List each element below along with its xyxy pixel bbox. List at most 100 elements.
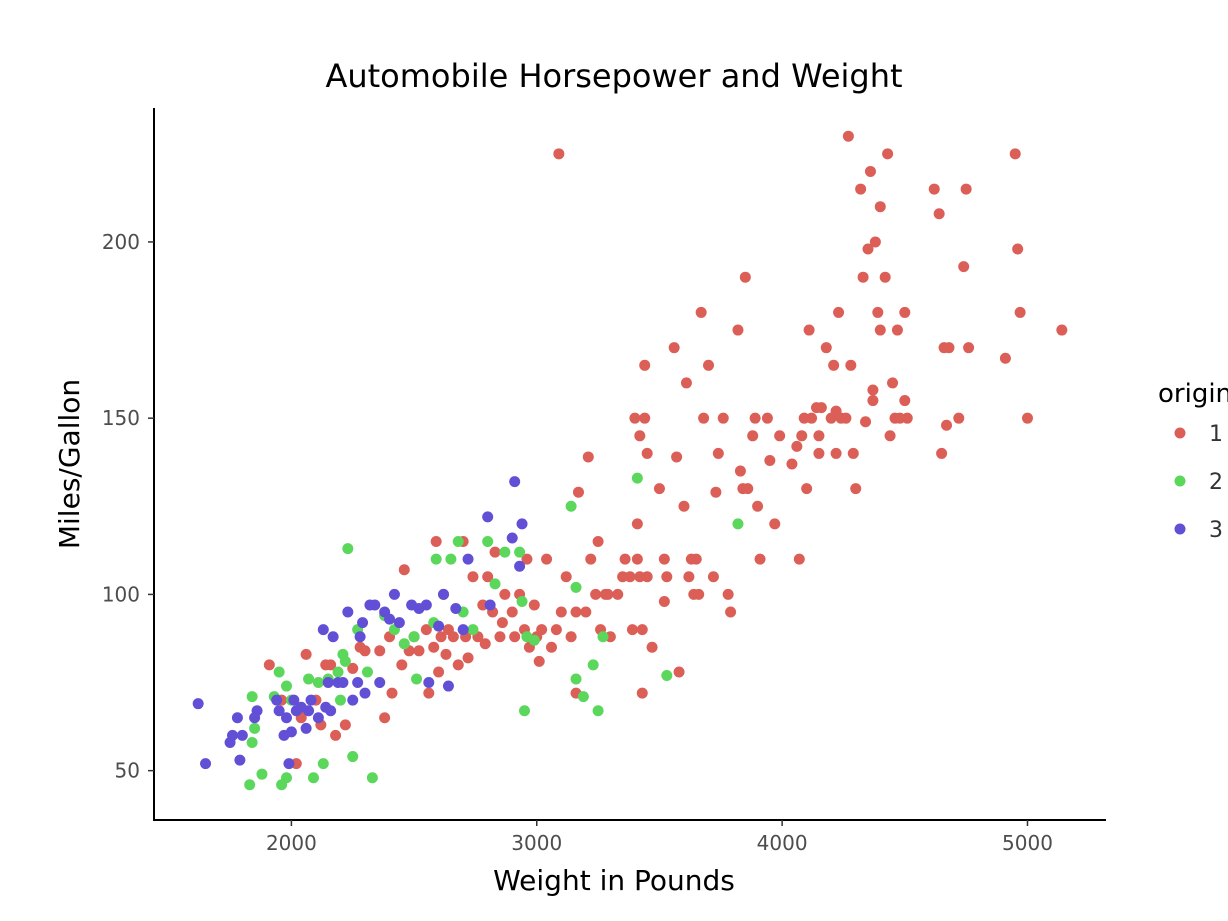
data-point-origin-3 (227, 729, 239, 741)
data-point-origin-3 (514, 560, 526, 572)
data-point-origin-1 (862, 243, 874, 255)
data-point-origin-1 (960, 183, 972, 195)
data-point-origin-1 (867, 395, 879, 407)
data-point-origin-1 (847, 447, 859, 459)
data-point-origin-2 (273, 666, 285, 678)
data-point-origin-1 (815, 402, 827, 414)
data-point-origin-2 (312, 677, 324, 689)
data-point-origin-1 (653, 483, 665, 495)
y-axis-title: Miles/Gallon (53, 379, 86, 549)
data-point-origin-1 (941, 419, 953, 431)
data-point-origin-2 (244, 779, 256, 791)
data-point-origin-3 (200, 758, 212, 770)
data-point-origin-1 (958, 261, 970, 273)
x-tick-label: 2000 (266, 831, 317, 855)
data-point-origin-1 (339, 719, 351, 731)
data-point-origin-1 (1009, 148, 1021, 160)
data-point-origin-1 (884, 430, 896, 442)
data-point-origin-1 (636, 687, 648, 699)
data-point-origin-1 (845, 359, 857, 371)
data-point-origin-1 (999, 352, 1011, 364)
data-point-origin-2 (332, 666, 344, 678)
data-point-origin-2 (661, 669, 673, 681)
data-point-origin-3 (342, 606, 354, 618)
data-point-origin-3 (423, 677, 435, 689)
data-point-origin-1 (769, 518, 781, 530)
x-tick-label: 5000 (1002, 831, 1053, 855)
data-point-origin-1 (707, 571, 719, 583)
data-point-origin-1 (703, 359, 715, 371)
data-point-origin-1 (712, 447, 724, 459)
data-point-origin-2 (246, 691, 258, 703)
data-point-origin-2 (514, 546, 526, 558)
data-point-origin-3 (482, 511, 494, 523)
data-point-origin-1 (433, 666, 445, 678)
data-point-origin-1 (943, 342, 955, 354)
data-point-origin-2 (597, 631, 609, 643)
data-point-origin-1 (791, 440, 803, 452)
data-point-origin-1 (860, 416, 872, 428)
data-point-origin-2 (339, 655, 351, 667)
data-point-origin-1 (872, 306, 884, 318)
data-point-origin-1 (467, 571, 479, 583)
data-point-origin-3 (231, 712, 243, 724)
data-point-origin-2 (430, 553, 442, 565)
data-point-origin-2 (411, 673, 423, 685)
data-point-origin-1 (631, 553, 643, 565)
data-point-origin-2 (570, 673, 582, 685)
data-point-origin-1 (528, 599, 540, 611)
x-tick-label: 3000 (511, 831, 562, 855)
data-point-origin-3 (236, 729, 248, 741)
data-point-origin-1 (619, 553, 631, 565)
data-point-origin-3 (369, 599, 381, 611)
data-point-origin-1 (786, 458, 798, 470)
data-point-origin-2 (342, 543, 354, 555)
data-point-origin-1 (521, 553, 533, 565)
data-point-origin-1 (867, 384, 879, 396)
data-point-origin-1 (629, 412, 641, 424)
data-point-origin-1 (928, 183, 940, 195)
data-point-origin-2 (631, 472, 643, 484)
data-point-origin-1 (506, 606, 518, 618)
legend-label: 1 (1209, 422, 1223, 447)
data-point-origin-3 (359, 687, 371, 699)
data-point-origin-1 (698, 412, 710, 424)
data-point-origin-3 (325, 705, 337, 717)
legend-marker-1 (1174, 427, 1186, 439)
data-point-origin-1 (646, 641, 658, 653)
data-point-origin-3 (450, 603, 462, 615)
data-point-origin-1 (639, 412, 651, 424)
data-point-origin-1 (602, 588, 614, 600)
data-point-origin-1 (803, 324, 815, 336)
y-tick-label: 50 (115, 759, 140, 783)
data-point-origin-1 (386, 687, 398, 699)
data-point-origin-1 (359, 645, 371, 657)
data-point-origin-1 (899, 306, 911, 318)
data-point-origin-3 (312, 712, 324, 724)
data-point-origin-1 (764, 454, 776, 466)
data-point-origin-1 (592, 536, 604, 548)
data-point-origin-1 (639, 359, 651, 371)
data-point-origin-1 (435, 631, 447, 643)
data-point-origin-1 (661, 571, 673, 583)
data-point-origin-1 (570, 606, 582, 618)
data-point-origin-1 (423, 687, 435, 699)
data-point-origin-1 (742, 483, 754, 495)
data-point-origin-3 (462, 553, 474, 565)
data-point-origin-2 (518, 705, 530, 717)
data-point-origin-1 (582, 451, 594, 463)
data-point-origin-1 (479, 638, 491, 650)
data-point-origin-1 (754, 553, 766, 565)
data-point-origin-2 (516, 595, 528, 607)
legend-label: 3 (1209, 518, 1223, 543)
data-point-origin-1 (325, 659, 337, 671)
data-point-origin-1 (899, 395, 911, 407)
data-point-origin-2 (577, 691, 589, 703)
data-point-origin-3 (300, 722, 312, 734)
data-point-origin-1 (300, 648, 312, 660)
data-point-origin-2 (334, 694, 346, 706)
data-point-origin-2 (280, 680, 292, 692)
data-point-origin-2 (592, 705, 604, 717)
data-point-origin-3 (357, 617, 369, 629)
data-point-origin-1 (545, 641, 557, 653)
